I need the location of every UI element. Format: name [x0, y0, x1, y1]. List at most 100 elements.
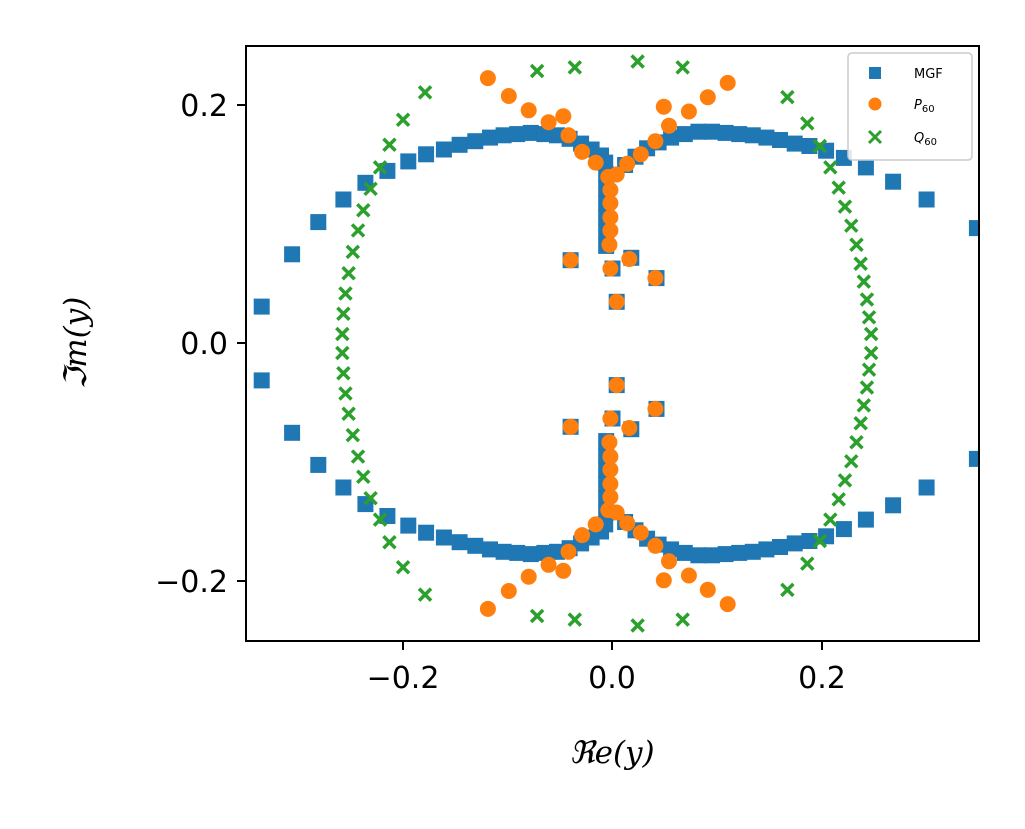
- point-p60: [562, 418, 579, 435]
- point-q60: [417, 587, 433, 602]
- point-mgf: [857, 511, 874, 528]
- point-q60: [567, 60, 583, 75]
- point-mgf: [786, 135, 803, 152]
- point-mgf: [509, 544, 526, 561]
- point-p60: [655, 98, 672, 115]
- point-mgf: [467, 133, 484, 150]
- point-q60: [863, 345, 879, 361]
- legend-marker-p60: [868, 97, 882, 111]
- point-q60: [350, 449, 366, 464]
- point-p60: [602, 448, 619, 465]
- legend-label-mgf: MGF: [914, 67, 943, 82]
- point-mgf: [482, 541, 498, 558]
- point-p60: [520, 102, 537, 119]
- point-mgf: [451, 534, 468, 551]
- point-q60: [812, 138, 828, 154]
- point-q60: [800, 556, 815, 571]
- point-p60: [602, 489, 619, 505]
- point-mgf: [435, 141, 452, 158]
- point-mgf: [451, 136, 468, 153]
- point-p60: [540, 114, 557, 131]
- point-p60: [719, 74, 736, 91]
- point-q60: [395, 559, 411, 575]
- point-mgf: [676, 126, 693, 143]
- point-q60: [859, 380, 875, 395]
- point-p60: [647, 270, 664, 287]
- y-tick-label: 0.2: [180, 89, 228, 124]
- point-p60: [619, 515, 636, 532]
- point-p60: [647, 133, 664, 150]
- point-mgf: [663, 541, 680, 558]
- point-p60: [699, 581, 716, 598]
- point-mgf: [731, 126, 748, 143]
- point-p60: [602, 260, 619, 277]
- point-q60: [823, 160, 838, 175]
- x-tick-label: 0.0: [588, 661, 636, 696]
- legend-label-q60: Q60: [914, 131, 937, 148]
- legend-marker-q60: [867, 129, 883, 145]
- point-mgf: [284, 424, 301, 441]
- point-p60: [601, 236, 618, 253]
- point-p60: [587, 154, 604, 171]
- point-mgf: [704, 123, 720, 140]
- point-q60: [335, 326, 350, 342]
- point-p60: [602, 209, 619, 226]
- point-mgf: [857, 159, 874, 176]
- point-p60: [500, 88, 517, 104]
- point-q60: [823, 512, 838, 527]
- point-p60: [661, 553, 677, 570]
- x-tick-label: −0.2: [367, 661, 440, 696]
- point-mgf: [690, 547, 707, 564]
- point-mgf: [549, 127, 565, 144]
- point-mgf: [968, 450, 979, 467]
- y-tick-label: −0.2: [155, 565, 228, 600]
- point-p60: [560, 127, 577, 144]
- point-p60: [540, 556, 557, 573]
- point-q60: [837, 473, 853, 488]
- point-p60: [574, 143, 591, 160]
- data-markers: [253, 54, 979, 633]
- point-mgf: [758, 129, 775, 146]
- point-p60: [520, 568, 537, 585]
- point-q60: [863, 326, 879, 342]
- point-mgf: [731, 544, 748, 561]
- point-p60: [661, 117, 677, 134]
- point-q60: [382, 137, 397, 153]
- point-mgf: [253, 372, 270, 389]
- legend-label-p60: P60: [914, 98, 935, 115]
- point-q60: [336, 306, 351, 321]
- point-q60: [363, 490, 378, 506]
- point-p60: [608, 166, 625, 183]
- point-q60: [856, 398, 872, 413]
- point-q60: [372, 512, 388, 527]
- point-mgf: [482, 129, 498, 146]
- point-mgf: [400, 517, 417, 534]
- point-q60: [800, 116, 815, 131]
- point-mgf: [253, 298, 270, 315]
- point-mgf: [467, 537, 484, 554]
- point-q60: [837, 199, 853, 214]
- point-mgf: [885, 497, 902, 514]
- point-mgf: [772, 539, 788, 555]
- point-q60: [861, 310, 877, 325]
- point-q60: [341, 266, 356, 281]
- point-mgf: [495, 543, 512, 560]
- x-axis-label: ℜe(y): [569, 735, 654, 771]
- point-q60: [630, 618, 645, 633]
- point-mgf: [400, 153, 417, 170]
- point-mgf: [335, 191, 352, 208]
- point-q60: [395, 112, 411, 128]
- point-mgf: [690, 123, 707, 140]
- point-mgf: [522, 546, 539, 563]
- point-mgf: [310, 214, 327, 231]
- point-p60: [619, 155, 636, 172]
- point-mgf: [704, 547, 720, 564]
- point-q60: [780, 582, 795, 598]
- point-p60: [555, 108, 572, 125]
- point-q60: [372, 160, 388, 175]
- point-q60: [350, 223, 366, 238]
- point-p60: [562, 252, 579, 269]
- legend-label-q60-sub: 60: [924, 137, 937, 148]
- point-mgf: [717, 546, 734, 563]
- legend-box: [847, 52, 973, 161]
